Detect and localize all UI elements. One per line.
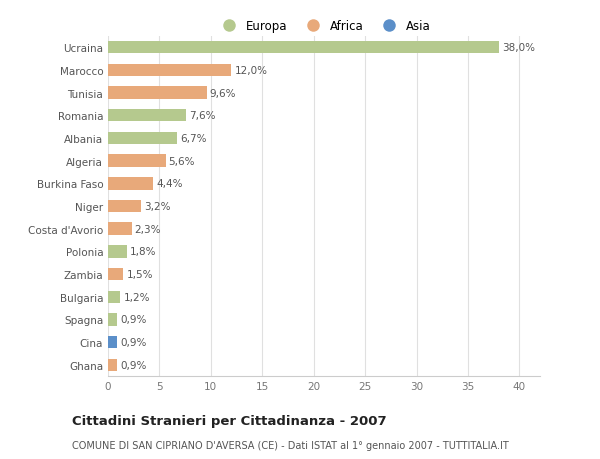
Bar (108, 64, 232, 77)
Text: 1,8%: 1,8% (130, 247, 156, 257)
Text: Cittadini Stranieri per Cittadinanza - 2007: Cittadini Stranieri per Cittadinanza - 2… (72, 414, 386, 427)
Text: 2,3%: 2,3% (135, 224, 161, 234)
Text: 5,6%: 5,6% (169, 156, 195, 166)
Text: 0,9%: 0,9% (121, 337, 147, 347)
Bar (108, 313, 117, 326)
Bar (108, 246, 127, 258)
Bar (108, 42, 499, 54)
Text: 38,0%: 38,0% (502, 43, 535, 53)
Bar (108, 359, 117, 371)
Bar (108, 291, 121, 303)
Text: 7,6%: 7,6% (189, 111, 216, 121)
Text: COMUNE DI SAN CIPRIANO D'AVERSA (CE) - Dati ISTAT al 1° gennaio 2007 - TUTTITALI: COMUNE DI SAN CIPRIANO D'AVERSA (CE) - D… (72, 440, 509, 450)
Bar (108, 336, 117, 349)
Bar (108, 178, 153, 190)
Text: 1,2%: 1,2% (124, 292, 150, 302)
Bar (108, 200, 141, 213)
Text: 9,6%: 9,6% (210, 88, 236, 98)
Bar (108, 155, 166, 168)
Text: 1,5%: 1,5% (127, 269, 153, 280)
Text: 3,2%: 3,2% (144, 202, 170, 212)
Text: 6,7%: 6,7% (180, 134, 206, 144)
Legend: Europa, Africa, Asia: Europa, Africa, Asia (212, 16, 436, 38)
Bar (108, 268, 124, 281)
Bar (108, 110, 186, 122)
Bar (108, 132, 177, 145)
Bar (108, 223, 131, 235)
Text: 12,0%: 12,0% (235, 66, 268, 76)
Text: 0,9%: 0,9% (121, 315, 147, 325)
Text: 4,4%: 4,4% (157, 179, 183, 189)
Bar (108, 87, 207, 100)
Text: 0,9%: 0,9% (121, 360, 147, 370)
